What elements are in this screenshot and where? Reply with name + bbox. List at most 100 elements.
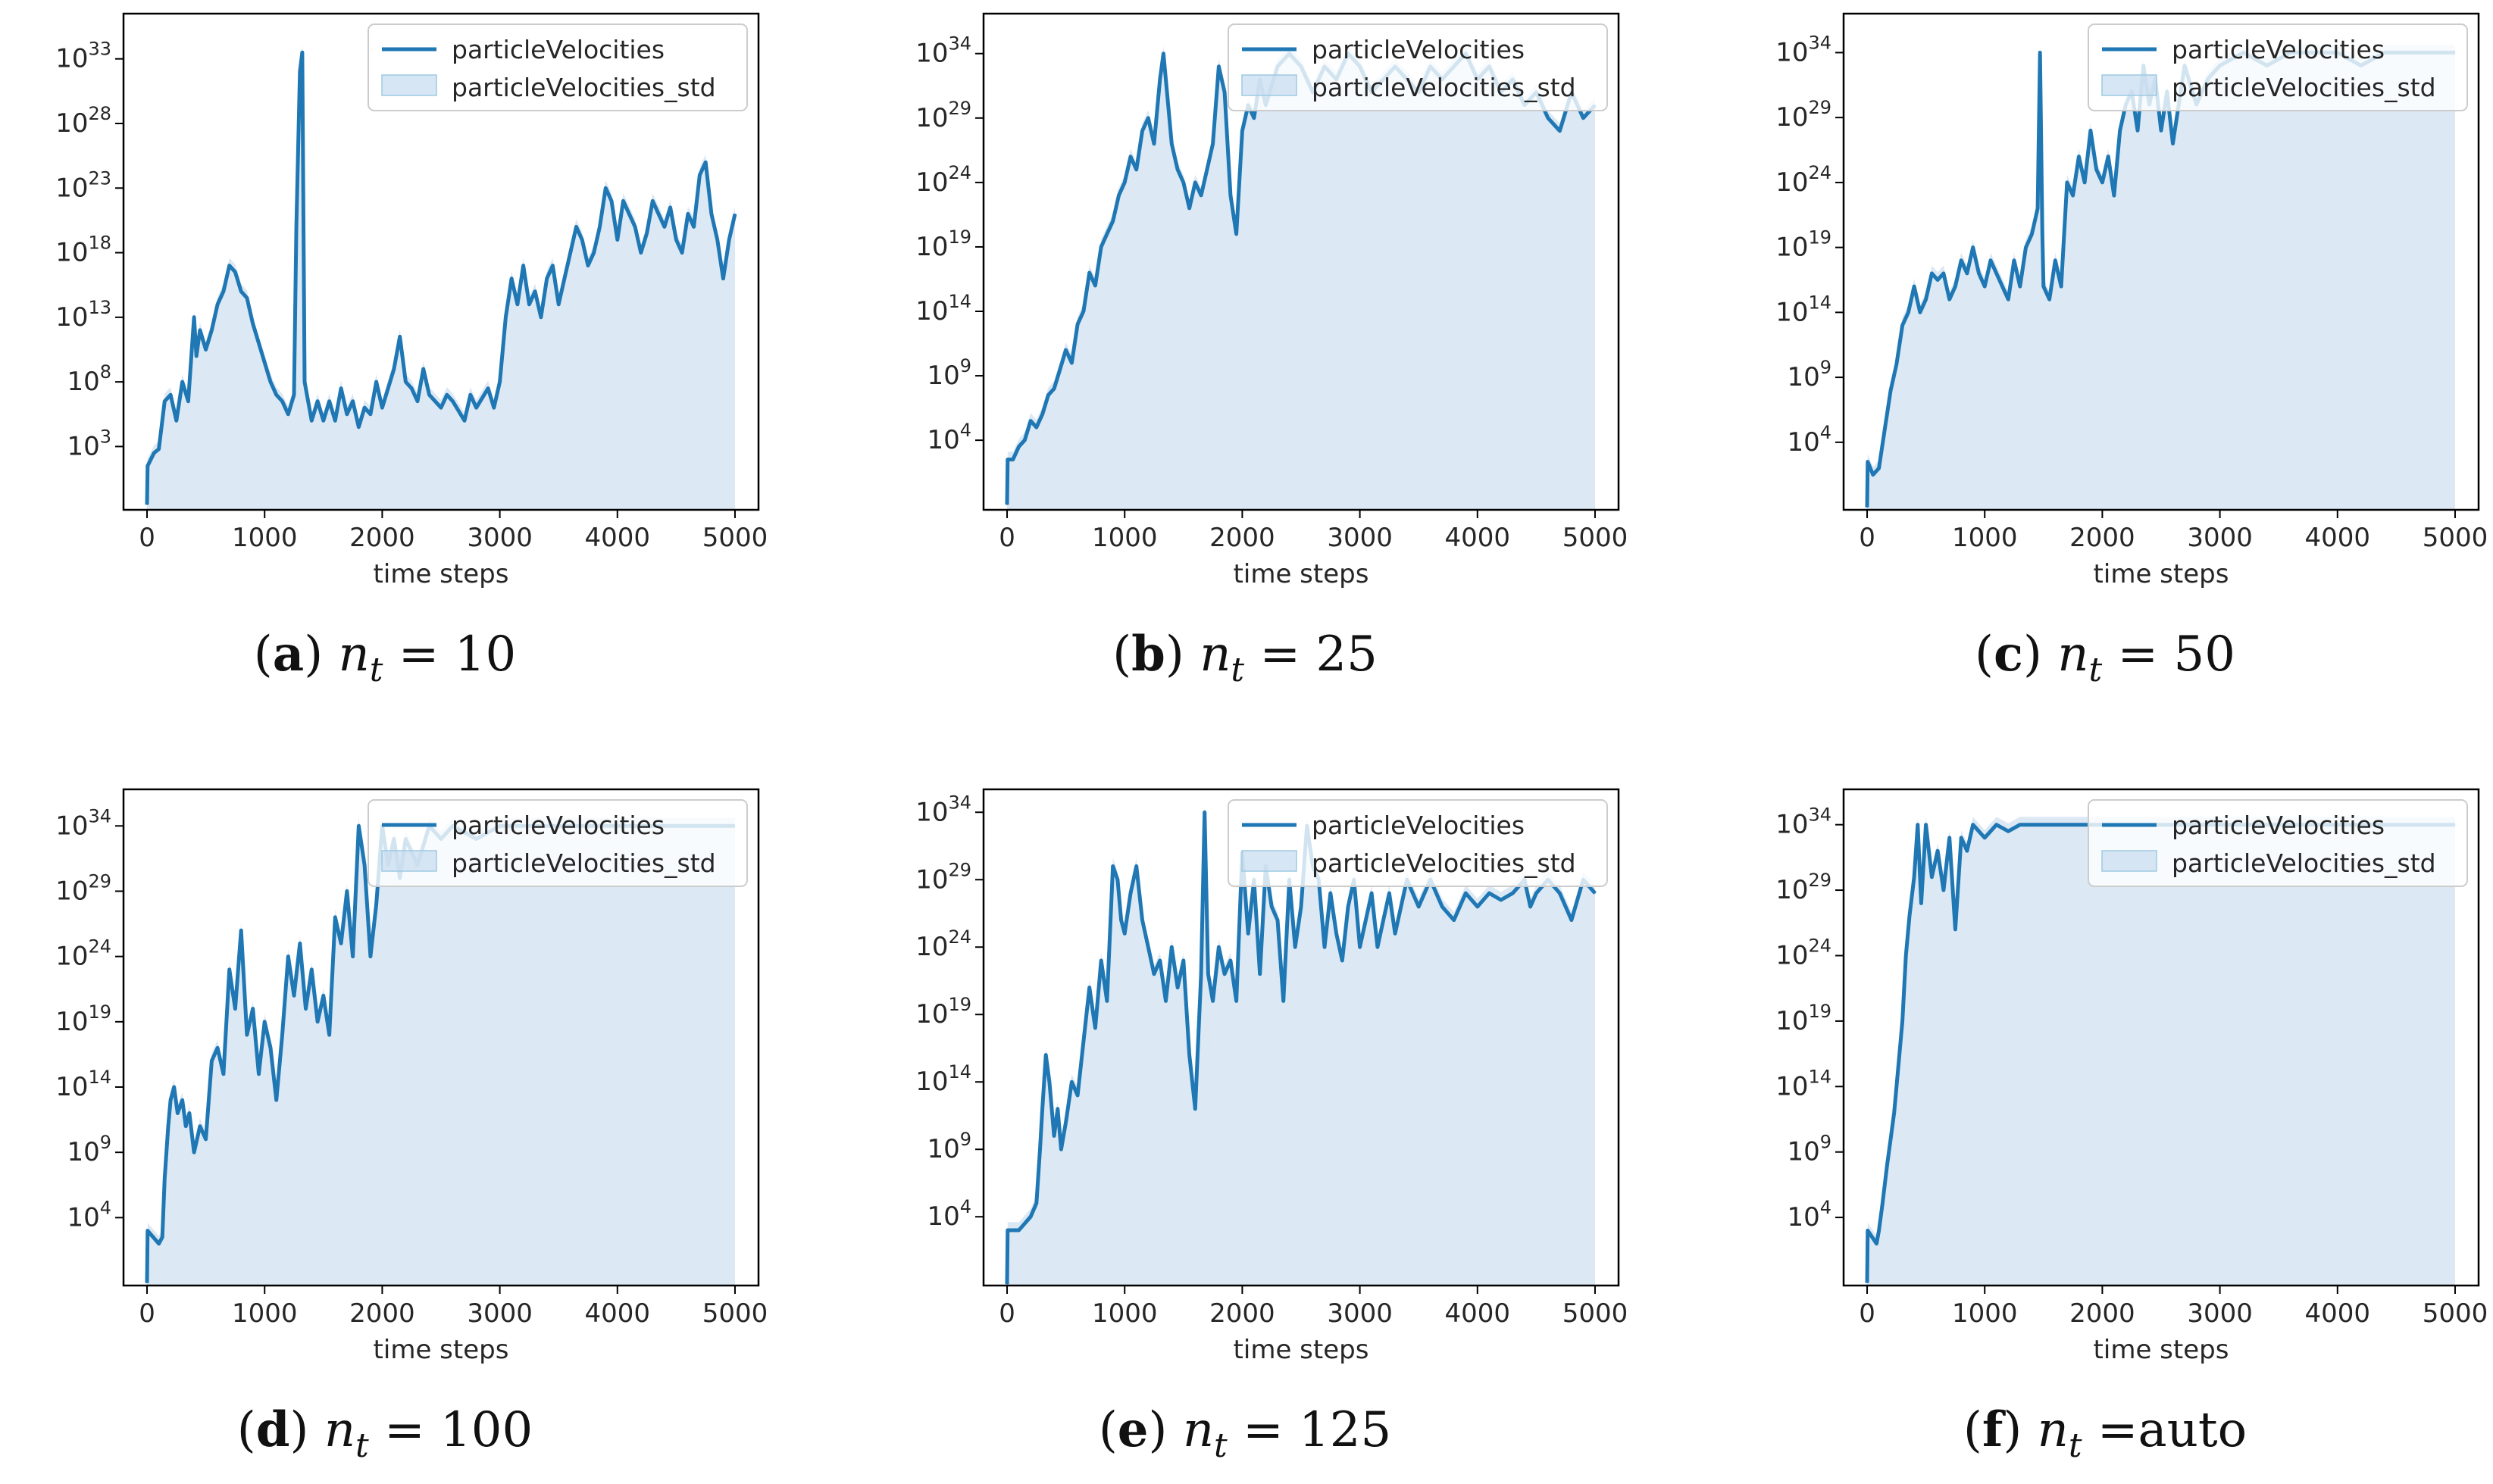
x-axis-label: time steps bbox=[1234, 1335, 1369, 1365]
legend-label-line: particleVelocities bbox=[452, 811, 665, 840]
subfigure-caption: (f) nt =auto bbox=[1963, 1401, 2247, 1465]
legend: particleVelocities particleVelocities_std bbox=[2088, 23, 2468, 111]
y-tick-label: 1034 bbox=[915, 792, 971, 827]
data-point bbox=[1394, 933, 1396, 934]
data-point bbox=[2066, 182, 2068, 183]
data-point bbox=[258, 1073, 260, 1075]
data-point bbox=[1949, 837, 1950, 839]
data-point bbox=[323, 995, 324, 996]
x-tick-label: 0 bbox=[139, 1298, 155, 1329]
y-tick-label: 109 bbox=[1787, 1132, 1831, 1167]
data-point bbox=[1512, 892, 1513, 894]
data-point bbox=[2041, 233, 2043, 236]
data-point bbox=[605, 187, 606, 189]
data-point bbox=[299, 71, 301, 73]
data-point bbox=[2096, 169, 2097, 170]
data-point bbox=[405, 381, 407, 383]
data-point bbox=[1547, 117, 1549, 119]
data-point bbox=[340, 942, 342, 944]
data-point bbox=[1388, 892, 1390, 894]
data-point bbox=[346, 890, 348, 892]
data-point bbox=[1377, 946, 1378, 948]
data-point bbox=[1218, 946, 1219, 948]
data-point bbox=[2043, 824, 2044, 826]
data-point bbox=[2090, 130, 2091, 131]
data-point bbox=[2019, 824, 2021, 826]
data-point bbox=[1347, 906, 1349, 908]
y-tick-label: 1014 bbox=[915, 291, 971, 326]
legend: particleVelocities particleVelocities_std bbox=[1228, 799, 1608, 887]
data-point bbox=[1867, 461, 1869, 463]
data-point bbox=[195, 355, 197, 357]
data-point bbox=[2001, 286, 2003, 287]
data-point bbox=[358, 426, 359, 428]
legend: particleVelocities particleVelocities_std bbox=[368, 23, 748, 111]
data-point bbox=[2039, 52, 2041, 53]
x-tick-label: 3000 bbox=[2187, 1298, 2253, 1329]
legend: particleVelocities particleVelocities_std bbox=[368, 799, 748, 887]
data-point bbox=[1159, 79, 1161, 80]
panel-c: 0 1000 2000 3000 4000 5000 time steps 104 109 101… bbox=[1775, 12, 2488, 689]
data-point bbox=[1990, 260, 1991, 261]
legend-box bbox=[368, 23, 748, 111]
data-point bbox=[182, 1099, 183, 1101]
data-point bbox=[1866, 1282, 1868, 1284]
data-point bbox=[177, 1112, 178, 1114]
x-tick-label: 4000 bbox=[585, 523, 651, 553]
data-point bbox=[1183, 182, 1184, 183]
data-point bbox=[534, 291, 536, 292]
y-tick-label: 109 bbox=[927, 1129, 971, 1164]
legend-band-swatch bbox=[2101, 850, 2157, 872]
std-band bbox=[1007, 45, 1595, 510]
x-tick-label: 4000 bbox=[1445, 523, 1511, 553]
data-point bbox=[317, 1021, 318, 1023]
data-point bbox=[652, 200, 653, 202]
y-tick-label: 108 bbox=[67, 361, 111, 397]
y-tick-label: 1034 bbox=[1775, 32, 1831, 67]
data-point bbox=[1218, 66, 1219, 67]
y-tick-label: 104 bbox=[927, 420, 971, 455]
data-point bbox=[1207, 973, 1209, 975]
data-point bbox=[1159, 960, 1161, 961]
data-point bbox=[1130, 892, 1131, 894]
data-point bbox=[1949, 298, 1950, 300]
data-point bbox=[1919, 311, 1921, 313]
x-tick-label: 5000 bbox=[1562, 1298, 1628, 1329]
data-point bbox=[311, 420, 312, 421]
data-point bbox=[1194, 182, 1196, 183]
x-tick-label: 5000 bbox=[702, 1298, 768, 1329]
y-tick-label: 1029 bbox=[55, 870, 111, 906]
data-point bbox=[1042, 414, 1043, 415]
data-point bbox=[487, 388, 489, 389]
data-point bbox=[287, 956, 289, 958]
y-tick-label: 1029 bbox=[1775, 97, 1831, 133]
data-point bbox=[622, 200, 624, 202]
data-point bbox=[1007, 459, 1009, 461]
data-point bbox=[1100, 960, 1102, 961]
x-tick-label: 0 bbox=[999, 1298, 1015, 1329]
data-point bbox=[229, 969, 230, 970]
x-axis-label: time steps bbox=[374, 1335, 509, 1365]
data-point bbox=[1200, 973, 1202, 975]
data-point bbox=[223, 1073, 224, 1075]
data-point bbox=[1341, 960, 1343, 961]
data-point bbox=[2113, 195, 2115, 196]
data-point bbox=[640, 252, 642, 254]
data-point bbox=[2013, 260, 2015, 261]
std-band bbox=[147, 817, 735, 1286]
data-point bbox=[246, 1034, 248, 1036]
data-point bbox=[305, 1008, 307, 1010]
data-point bbox=[1094, 1027, 1096, 1029]
data-point bbox=[1866, 507, 1868, 508]
data-point bbox=[270, 381, 271, 383]
data-point bbox=[517, 304, 518, 305]
data-point bbox=[552, 265, 554, 267]
data-point bbox=[681, 252, 683, 254]
data-point bbox=[1171, 143, 1172, 145]
x-axis-label: time steps bbox=[2094, 559, 2229, 589]
legend-label-band: particleVelocities_std bbox=[2172, 848, 2436, 878]
y-tick-label: 1019 bbox=[1775, 1001, 1831, 1036]
data-point bbox=[1007, 1229, 1009, 1231]
x-tick-label: 2000 bbox=[349, 1298, 415, 1329]
